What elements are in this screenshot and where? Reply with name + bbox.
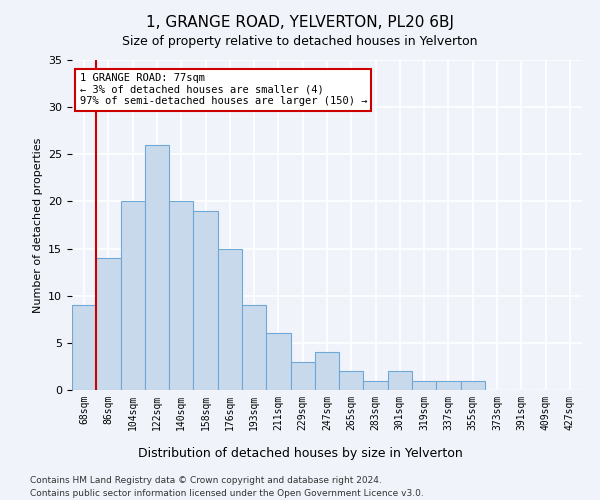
Bar bbox=[388, 371, 412, 390]
Text: 1, GRANGE ROAD, YELVERTON, PL20 6BJ: 1, GRANGE ROAD, YELVERTON, PL20 6BJ bbox=[146, 15, 454, 30]
Bar bbox=[96, 258, 121, 390]
Text: Distribution of detached houses by size in Yelverton: Distribution of detached houses by size … bbox=[137, 448, 463, 460]
Bar bbox=[121, 202, 145, 390]
Bar bbox=[436, 380, 461, 390]
Bar bbox=[72, 305, 96, 390]
Bar bbox=[242, 305, 266, 390]
Y-axis label: Number of detached properties: Number of detached properties bbox=[32, 138, 43, 312]
Bar bbox=[461, 380, 485, 390]
Bar bbox=[412, 380, 436, 390]
Bar bbox=[169, 202, 193, 390]
Bar bbox=[339, 371, 364, 390]
Bar bbox=[315, 352, 339, 390]
Bar bbox=[364, 380, 388, 390]
Bar bbox=[193, 211, 218, 390]
Text: Size of property relative to detached houses in Yelverton: Size of property relative to detached ho… bbox=[122, 35, 478, 48]
Bar bbox=[145, 145, 169, 390]
Text: Contains HM Land Registry data © Crown copyright and database right 2024.: Contains HM Land Registry data © Crown c… bbox=[30, 476, 382, 485]
Bar bbox=[218, 248, 242, 390]
Bar bbox=[266, 334, 290, 390]
Text: 1 GRANGE ROAD: 77sqm
← 3% of detached houses are smaller (4)
97% of semi-detache: 1 GRANGE ROAD: 77sqm ← 3% of detached ho… bbox=[80, 73, 367, 106]
Bar bbox=[290, 362, 315, 390]
Text: Contains public sector information licensed under the Open Government Licence v3: Contains public sector information licen… bbox=[30, 488, 424, 498]
